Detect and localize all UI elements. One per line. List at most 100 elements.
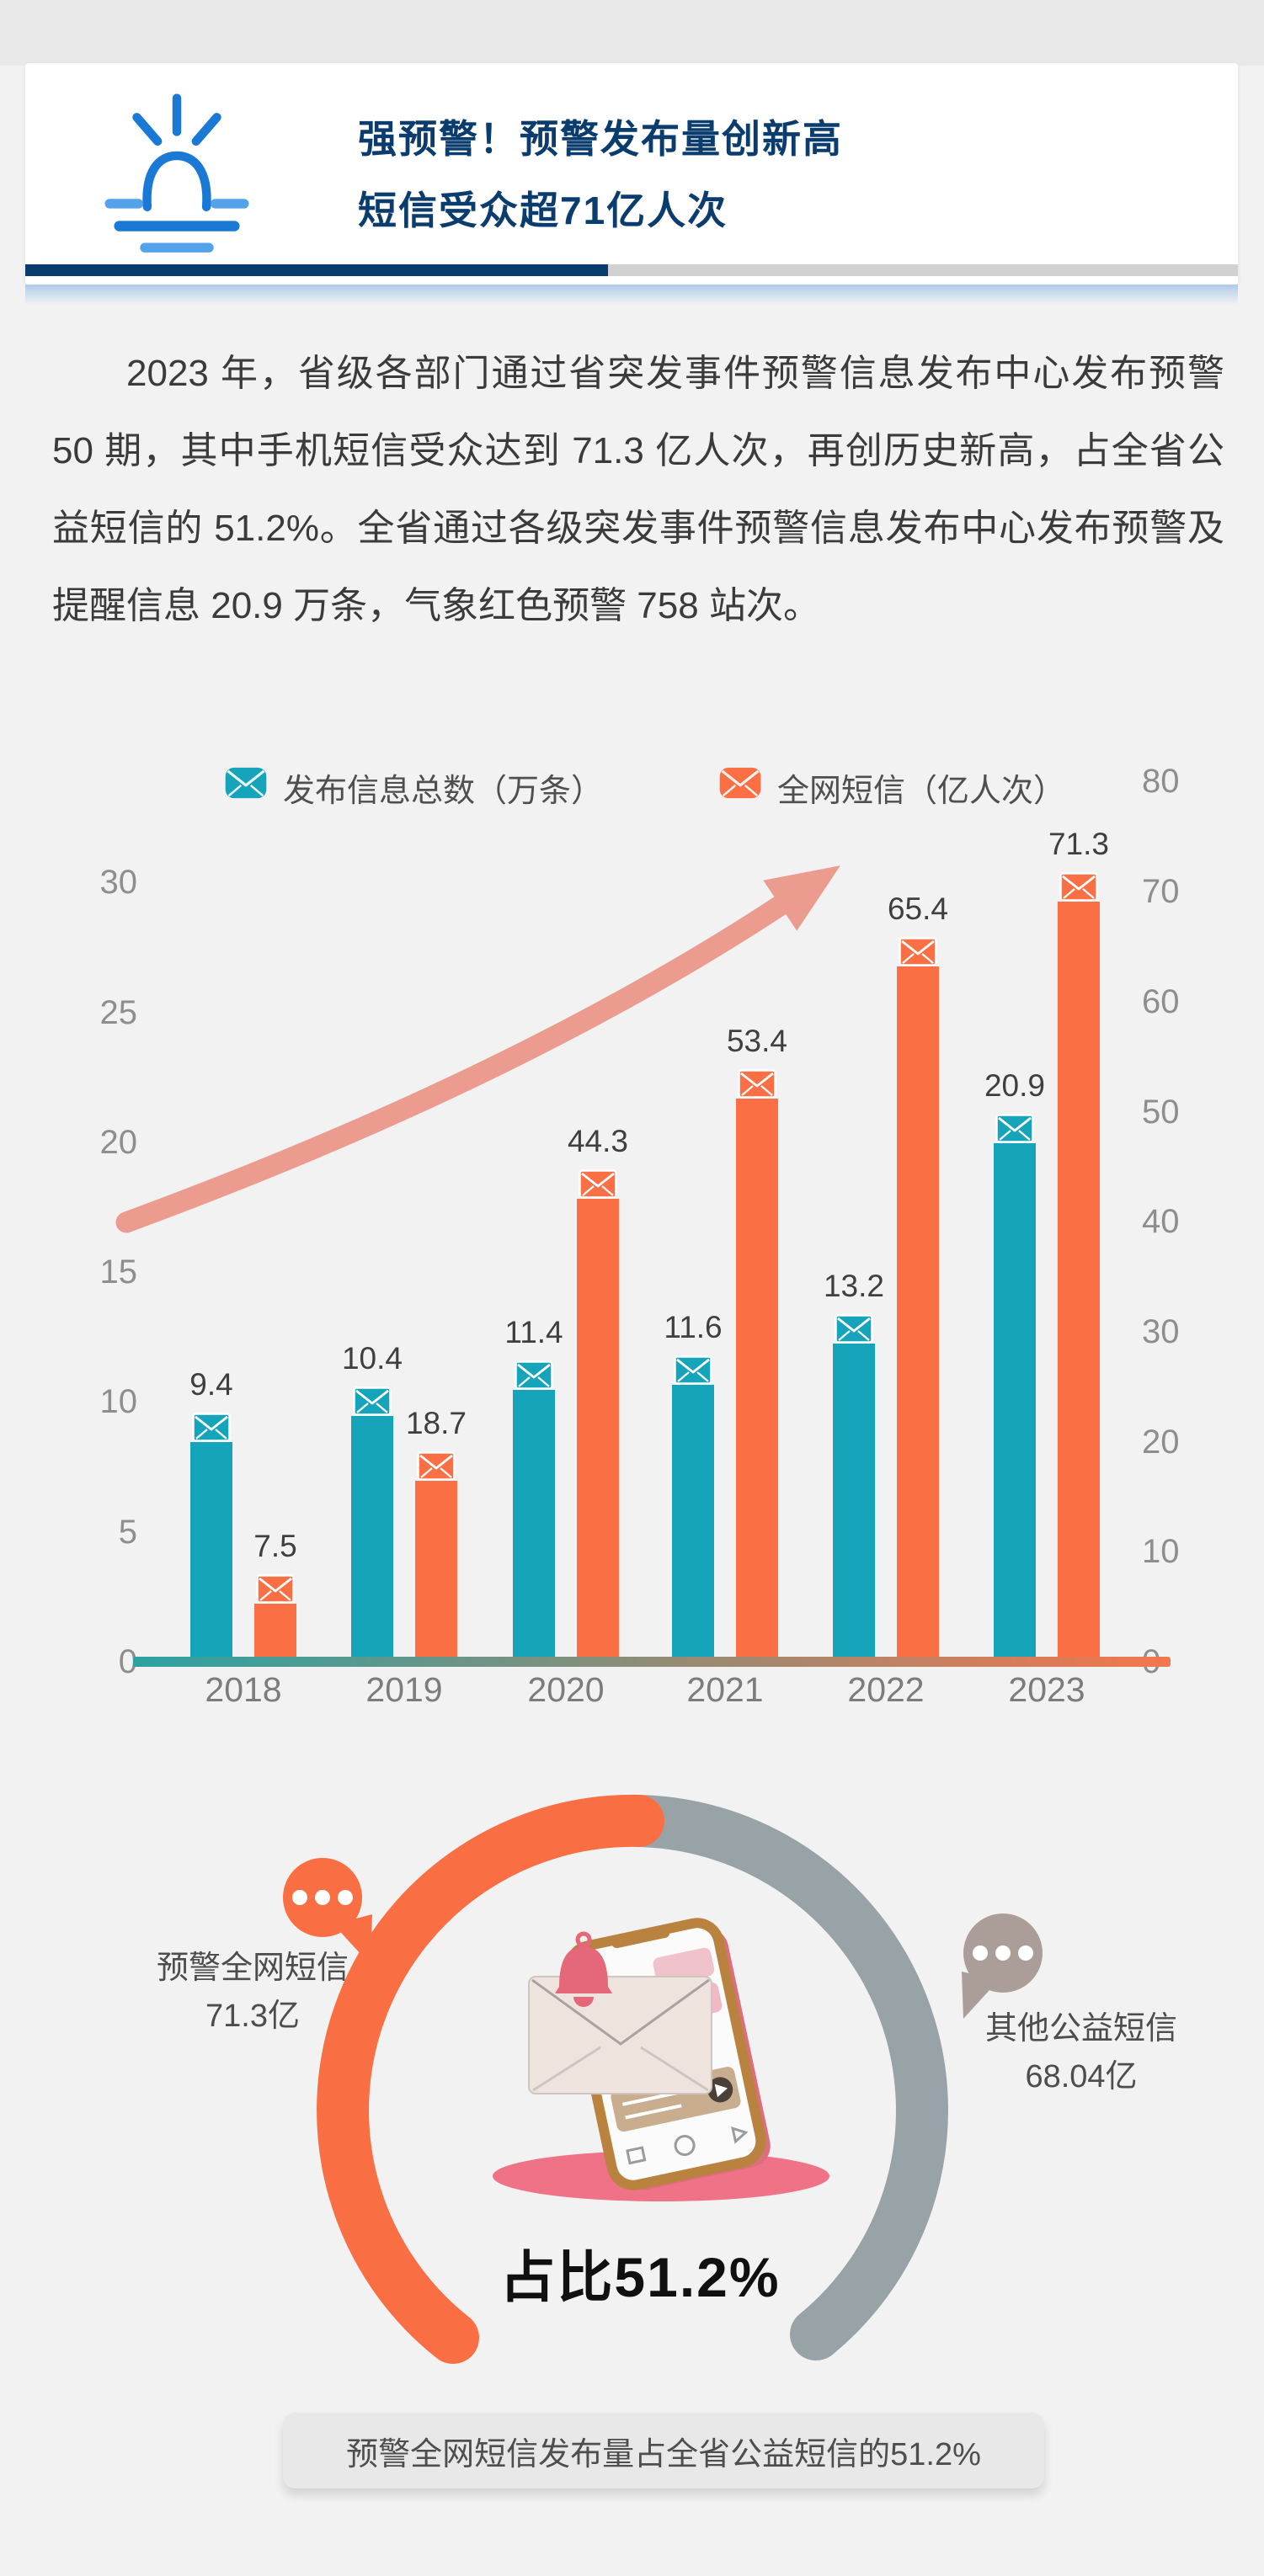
bar-value-label: 53.4	[726, 1024, 787, 1058]
bar-fill	[415, 1481, 457, 1657]
x-axis-label: 2020	[527, 1670, 605, 1709]
y-axis-tick-left: 20	[99, 1123, 138, 1161]
envelope-icon	[995, 1114, 1034, 1143]
y-axis-tick-right: 80	[1142, 763, 1180, 801]
page-title-line2: 短信受众超71亿人次	[358, 189, 728, 232]
speech-bubble-gray	[962, 1913, 1043, 2019]
y-axis-tick-left: 5	[118, 1513, 137, 1551]
bar-value-label: 10.4	[341, 1341, 403, 1376]
y-axis-tick-right: 20	[1142, 1423, 1180, 1461]
bar-orange-2018	[254, 1574, 296, 1657]
caption-text: 预警全网短信发布量占全省公益短信的51.2%	[346, 2436, 981, 2472]
envelope-icon	[515, 1360, 553, 1390]
bar-fill	[577, 1199, 619, 1657]
legend-swatch	[224, 761, 268, 813]
header-divider	[25, 264, 1238, 276]
y-axis-tick-left: 15	[99, 1253, 138, 1291]
bar-orange-2023	[1058, 872, 1100, 1657]
ellipsis-icon	[973, 1945, 1033, 1961]
bar-value-label: 71.3	[1048, 827, 1109, 861]
caption-pill: 预警全网短信发布量占全省公益短信的51.2%	[283, 2413, 1044, 2488]
x-axis-label: 2022	[847, 1670, 925, 1709]
donut-label-gray-line2: 68.04亿	[1025, 2059, 1138, 2094]
bar-fill	[672, 1385, 714, 1657]
envelope-icon	[738, 1069, 776, 1099]
legend-item: 全网短信（亿人次）	[718, 761, 1065, 813]
envelope-icon	[256, 1574, 295, 1604]
envelope-icon	[674, 1355, 712, 1385]
header-card: 强预警！预警发布量创新高 短信受众超71亿人次	[25, 63, 1238, 285]
envelope-icon	[1059, 872, 1098, 902]
x-axis-label: 2019	[365, 1670, 443, 1709]
x-axis-line	[133, 1657, 1171, 1667]
donut-label-orange-line1: 预警全网短信	[156, 1951, 349, 1986]
envelope-icon	[417, 1451, 456, 1481]
bar-orange-2020	[577, 1169, 619, 1657]
donut-label-orange: 预警全网短信 71.3亿	[93, 1945, 413, 2041]
x-axis-label: 2021	[686, 1670, 764, 1709]
y-axis-tick-left: 25	[99, 993, 138, 1031]
bar-fill	[351, 1416, 393, 1657]
y-axis-tick-left: 0	[118, 1643, 137, 1680]
bar-fill	[736, 1099, 778, 1657]
y-axis-tick-right: 40	[1142, 1203, 1180, 1241]
bar-chart: 0510152025300102030405060708020182019202…	[99, 761, 1180, 1709]
bar-orange-2022	[897, 937, 939, 1657]
envelope-icon	[579, 1169, 617, 1199]
page-title-line1: 强预警！预警发布量创新高	[358, 117, 843, 161]
bar-teal-2020	[513, 1360, 555, 1657]
top-band	[0, 0, 1264, 66]
bar-value-label: 11.4	[504, 1315, 563, 1349]
bar-teal-2018	[190, 1413, 232, 1657]
bar-orange-2021	[736, 1069, 778, 1657]
envelope-icon	[353, 1386, 392, 1416]
bar-teal-2019	[351, 1386, 393, 1657]
x-axis-label: 2023	[1008, 1670, 1085, 1709]
bar-teal-2023	[994, 1114, 1036, 1657]
envelope-icon	[225, 767, 267, 799]
y-axis-tick-right: 30	[1142, 1312, 1180, 1350]
sunrise-icon	[97, 87, 257, 259]
bar-fill	[1058, 902, 1100, 1657]
phone-illustration	[493, 1918, 829, 2201]
page-title: 强预警！预警发布量创新高 短信受众超71亿人次	[358, 104, 1200, 247]
bar-value-label: 13.2	[823, 1269, 884, 1303]
y-axis-tick-left: 10	[99, 1383, 138, 1421]
bar-fill	[190, 1442, 232, 1657]
bar-value-label: 18.7	[405, 1406, 467, 1440]
y-axis-tick-left: 30	[99, 864, 138, 902]
intro-paragraph: 2023 年，省级各部门通过省突发事件预警信息发布中心发布预警 50 期，其中手…	[52, 353, 1224, 626]
envelope-icon	[899, 937, 937, 966]
envelope-icon	[719, 767, 761, 799]
envelope-icon	[835, 1314, 873, 1344]
header-divider-navy	[25, 264, 608, 276]
envelope-icon	[192, 1413, 231, 1442]
legend-item: 发布信息总数（万条）	[224, 761, 603, 813]
bar-fill	[994, 1143, 1036, 1657]
bar-fill	[254, 1604, 296, 1657]
header-bottom-glow	[25, 285, 1238, 305]
phone-shadow	[493, 2151, 829, 2201]
x-axis-label: 2018	[205, 1670, 282, 1709]
bar-value-label: 11.6	[664, 1310, 723, 1344]
bar-fill	[897, 966, 939, 1657]
y-axis-tick-right: 10	[1142, 1533, 1180, 1571]
donut-label-orange-line2: 71.3亿	[205, 1999, 300, 2034]
donut-percent-label: 占比51.2%	[499, 2246, 781, 2308]
donut-label-gray-line1: 其他公益短信	[984, 2011, 1177, 2046]
bar-value-label: 65.4	[887, 891, 948, 926]
bar-orange-2019	[415, 1451, 457, 1657]
ellipsis-icon	[292, 1890, 353, 1905]
bar-value-label: 20.9	[984, 1068, 1045, 1103]
y-axis-tick-right: 70	[1142, 873, 1180, 911]
bar-fill	[513, 1390, 555, 1657]
y-axis-tick-right: 50	[1142, 1093, 1180, 1131]
envelope-illustration	[528, 1976, 712, 2094]
bar-teal-2022	[833, 1314, 875, 1657]
header-divider-gray	[608, 264, 1238, 276]
bar-teal-2021	[672, 1355, 714, 1657]
legend-label: 全网短信（亿人次）	[777, 773, 1066, 809]
bar-fill	[833, 1344, 875, 1657]
donut-label-gray: 其他公益短信 68.04亿	[921, 2005, 1241, 2101]
